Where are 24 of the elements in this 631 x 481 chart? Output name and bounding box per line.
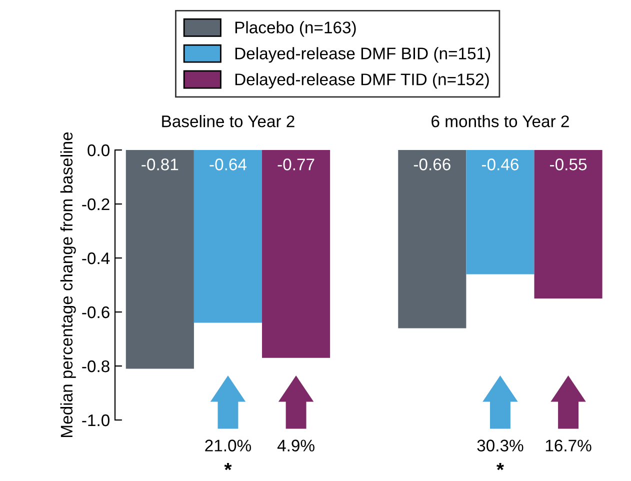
text: * [224, 462, 232, 470]
data-label: -0.46 [482, 158, 518, 170]
x-tick-label: 6 months to Year 2 [432, 115, 569, 128]
y-tick-label: -0.2 [82, 198, 110, 210]
y-axis-title: Median percentage change from baseline [60, 132, 76, 437]
data-label: -0.81 [142, 158, 178, 170]
data-label: -0.77 [278, 158, 314, 170]
data-label: -0.66 [414, 158, 450, 170]
text: 30.3% [477, 440, 524, 452]
legend-label: Placebo (n=163) [235, 21, 356, 37]
y-tick-label: -1.0 [82, 414, 110, 426]
text: 16.7% [546, 440, 592, 452]
data-label: -0.55 [550, 158, 587, 170]
y-tick-label: -0.4 [82, 252, 110, 264]
text: 4.9% [277, 440, 314, 452]
x-tick-label: Baseline to Year 2 [162, 115, 294, 128]
text: * [496, 462, 504, 470]
text: 21.0% [205, 440, 252, 452]
y-tick-label: -0.8 [82, 360, 110, 372]
data-label: -0.64 [210, 158, 246, 170]
y-tick-label: -0.6 [82, 306, 110, 318]
legend-label: Delayed-release DMF BID (n=151) [235, 47, 490, 63]
y-tick-label: 0.0 [88, 144, 110, 156]
legend-label: Delayed-release DMF TID (n=152) [235, 73, 489, 89]
